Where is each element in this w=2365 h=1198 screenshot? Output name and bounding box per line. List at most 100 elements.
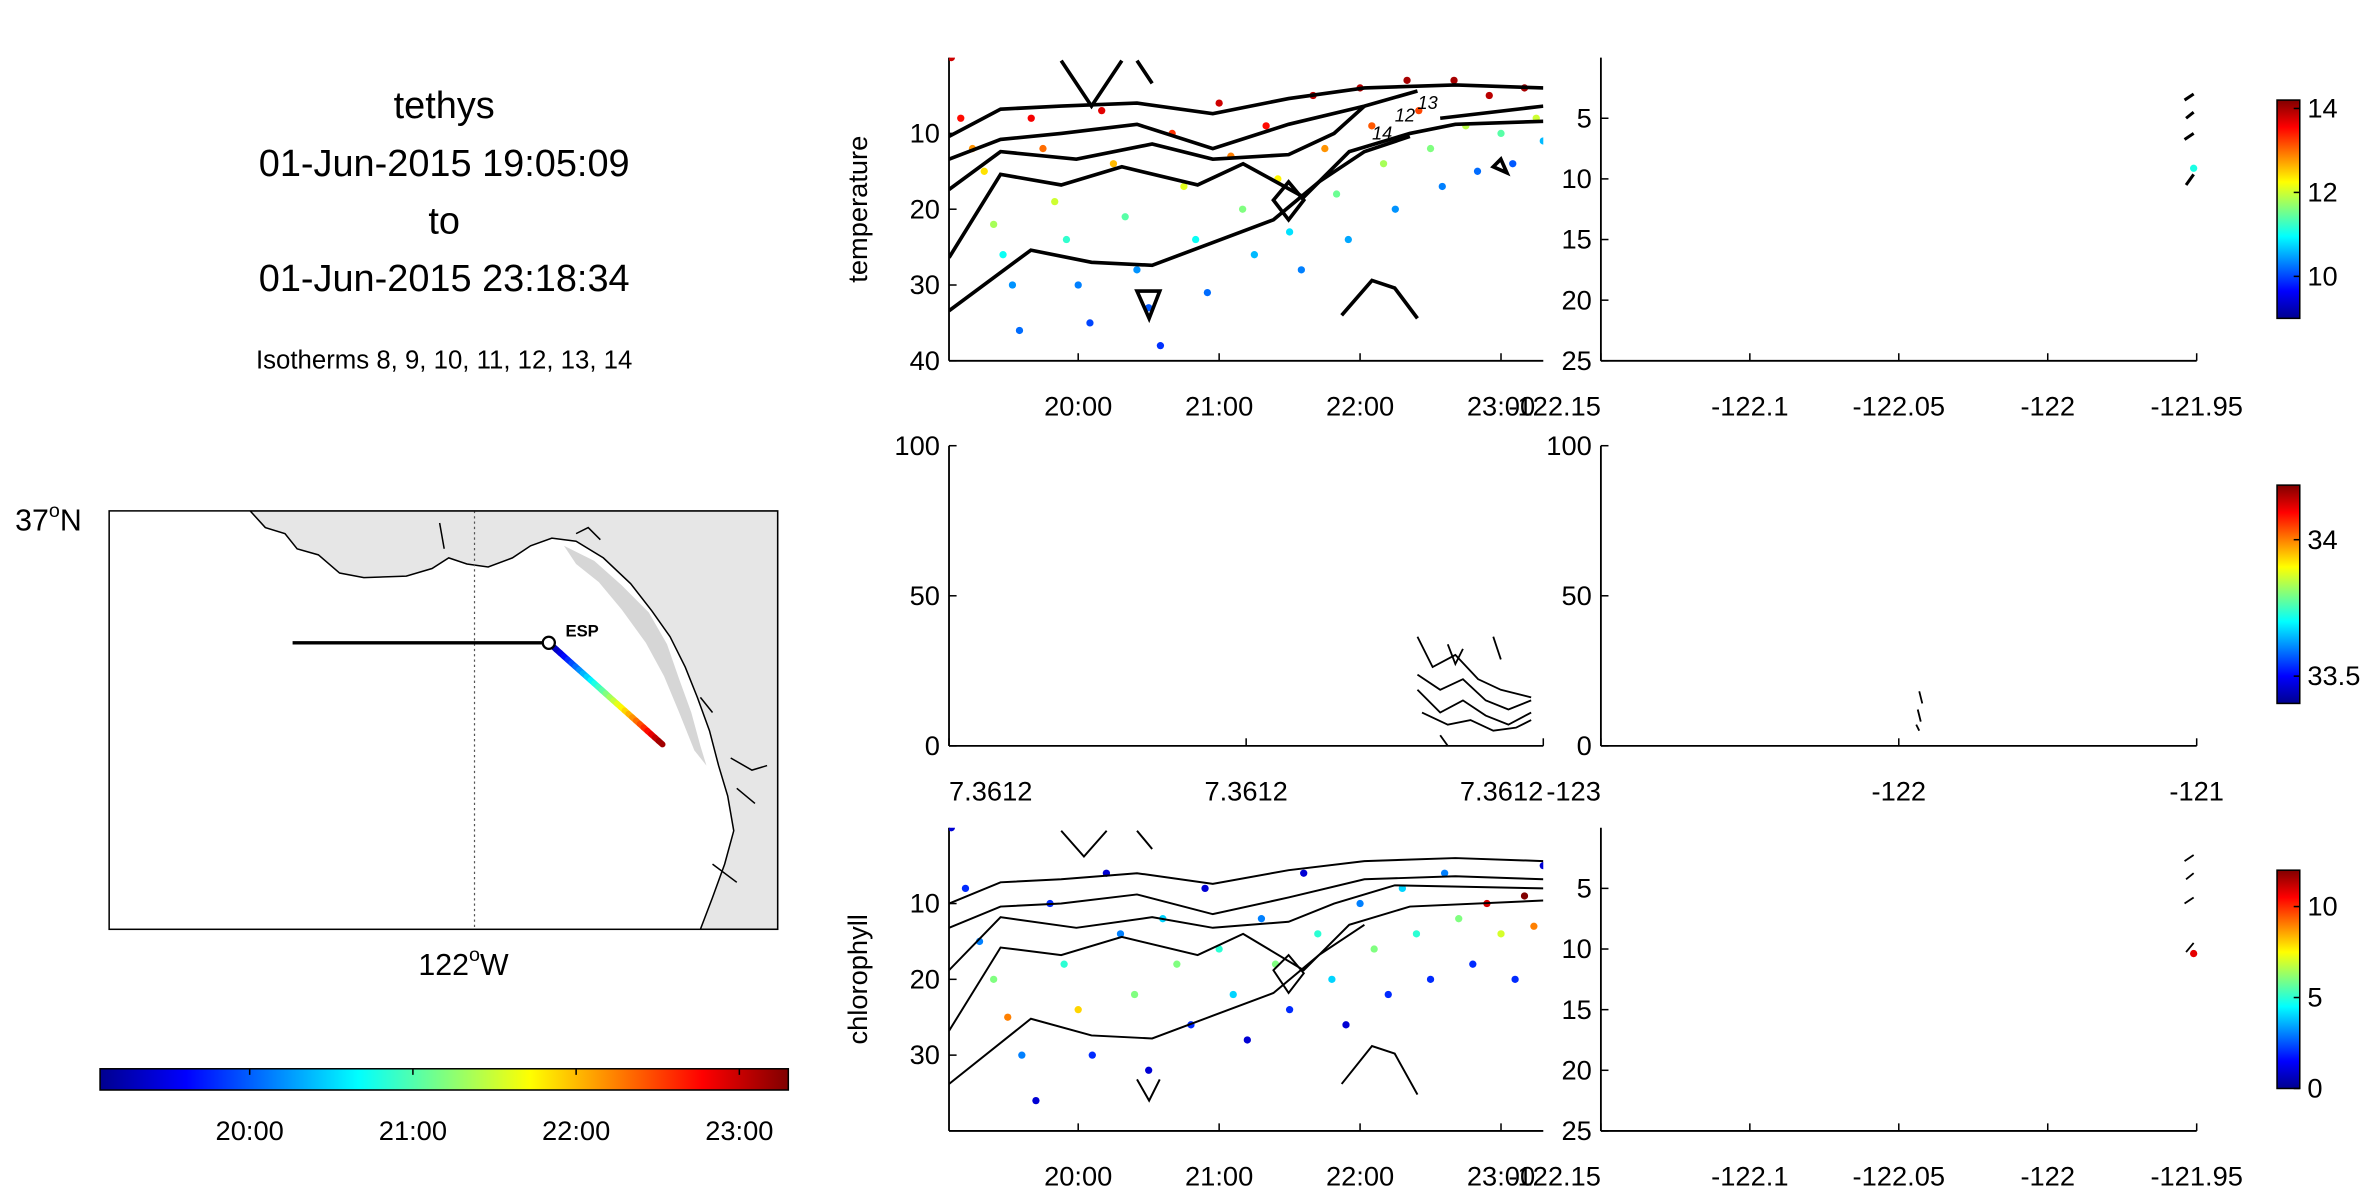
temperature-point <box>1426 144 1435 153</box>
time-colorbar: 20:00 21:00 22:00 23:00 <box>99 1068 790 1146</box>
colorbar-tick-label: 14 <box>2307 93 2337 124</box>
y-tick-label: 40 <box>910 345 940 376</box>
isotherm-contours <box>949 830 1544 1103</box>
isotherm <box>2185 111 2195 120</box>
time-colorbar-tick-label: 21:00 <box>379 1115 447 1146</box>
salinity-contour <box>1439 734 1449 747</box>
isotherm <box>2184 896 2195 905</box>
chlorophyll-point <box>1440 869 1449 877</box>
temperature-point <box>1415 107 1423 115</box>
x-tick-label: 20:00 <box>1044 1161 1112 1192</box>
chlorophyll-point <box>1285 1006 1294 1014</box>
chlorophyll-point <box>1116 930 1125 938</box>
temperature-lon-panel: 5 10 15 20 25 -122.15 -122.1 -122.05 -122 -121.95 <box>1508 57 2243 421</box>
lon-label: 122oW <box>418 944 509 982</box>
track-segment <box>655 737 666 748</box>
salinity-contour <box>1916 709 1922 722</box>
colorbar-tick-label: 5 <box>2307 982 2322 1013</box>
time-colorbar-tick-label: 23:00 <box>705 1115 773 1146</box>
time-colorbar-tick-label: 22:00 <box>542 1115 610 1146</box>
chlorophyll-point <box>1455 915 1463 923</box>
chlorophyll-point <box>1300 869 1308 877</box>
temperature-point <box>1485 91 1493 100</box>
salinity-contour <box>1421 711 1532 732</box>
chlorophyll-point <box>1145 1066 1153 1074</box>
temperature-point <box>980 167 988 175</box>
y-tick-label: 25 <box>1561 345 1591 376</box>
chlorophyll-point <box>1060 960 1068 968</box>
temperature-point <box>1238 205 1247 213</box>
x-tick-label: -123 <box>1546 775 1601 806</box>
y-tick-label: 10 <box>1561 163 1591 194</box>
colorbar-tick-label: 12 <box>2307 177 2337 208</box>
chlorophyll-point <box>1018 1051 1026 1059</box>
chlorophyll-point <box>1088 1051 1096 1059</box>
isotherm <box>949 875 1544 929</box>
isotherm <box>949 83 1544 139</box>
chlorophyll-point <box>1370 945 1378 953</box>
temperature-point <box>1297 266 1305 274</box>
y-tick-label: 10 <box>1561 933 1591 964</box>
isotherm <box>1134 289 1163 324</box>
y-tick-label: 20 <box>910 963 940 994</box>
y-tick-label: 20 <box>910 193 940 224</box>
temperature-point <box>1074 281 1082 289</box>
temperature-point <box>1215 99 1223 107</box>
temperature-point <box>1332 190 1341 198</box>
temperature-point <box>1368 122 1376 130</box>
chlorophyll-point <box>1426 975 1435 983</box>
temperature-point <box>1015 326 1024 335</box>
chlorophyll-point <box>1342 1021 1350 1029</box>
isotherm <box>949 134 1411 313</box>
temperature-point <box>1438 182 1446 191</box>
to-label: to <box>428 200 460 243</box>
isotherm <box>949 899 1544 1032</box>
temperature-point <box>1180 182 1188 191</box>
colorbar-tick-label: 34 <box>2307 524 2337 555</box>
chlorophyll-point <box>1511 975 1519 983</box>
isotherm <box>2183 132 2195 141</box>
temperature-point <box>1509 160 1517 168</box>
temperature-point <box>1192 235 1200 244</box>
temperature-point <box>1156 342 1165 350</box>
x-tick-label: -121 <box>2169 775 2224 806</box>
temperature-point <box>1098 107 1106 115</box>
salinity-lon-panel: 0 50 100 -123 -122 -121 <box>1546 430 2224 807</box>
time-colorbar-gradient <box>99 1068 790 1091</box>
isotherm <box>949 857 1544 905</box>
x-tick-label: 7.3612 <box>949 775 1032 806</box>
chlorophyll-point <box>1398 884 1406 893</box>
colorbar-tick-label: 10 <box>2307 260 2337 291</box>
x-tick-label: -122.05 <box>1853 390 1945 421</box>
y-tick-label: 10 <box>910 118 940 149</box>
isotherm <box>1059 59 1154 110</box>
temperature-point <box>1250 251 1259 259</box>
isotherm <box>1271 179 1307 223</box>
temperature-point <box>999 251 1007 259</box>
x-tick-label: 22:00 <box>1326 390 1394 421</box>
start-time: 01-Jun-2015 19:05:09 <box>258 142 630 185</box>
y-tick-label: 5 <box>1577 872 1592 903</box>
isotherm <box>949 104 1366 191</box>
isotherm <box>2184 854 2195 862</box>
x-tick-label: -122 <box>2020 390 2075 421</box>
y-tick-label: 50 <box>910 580 940 611</box>
vehicle-name: tethys <box>393 84 495 128</box>
esp-marker <box>541 635 556 650</box>
y-tick-label: 50 <box>1561 580 1591 611</box>
temperature-point <box>1086 319 1094 327</box>
contour-label: 12 <box>1395 105 1415 125</box>
x-tick-label: 7.3612 <box>1204 775 1287 806</box>
y-tick-label: 30 <box>910 1039 940 1070</box>
chlorophyll-point <box>1229 990 1237 999</box>
isotherm <box>2185 872 2195 880</box>
chlorophyll-point <box>1384 990 1392 999</box>
salinity-panel: 0 50 100 7.3612 7.3612 7.3612 <box>894 430 1545 806</box>
x-tick-label: -122 <box>2020 1161 2075 1192</box>
colorbar-gradient <box>2276 99 2301 320</box>
temperature-point <box>1539 137 1544 145</box>
chlorophyll-point <box>1530 922 1538 930</box>
